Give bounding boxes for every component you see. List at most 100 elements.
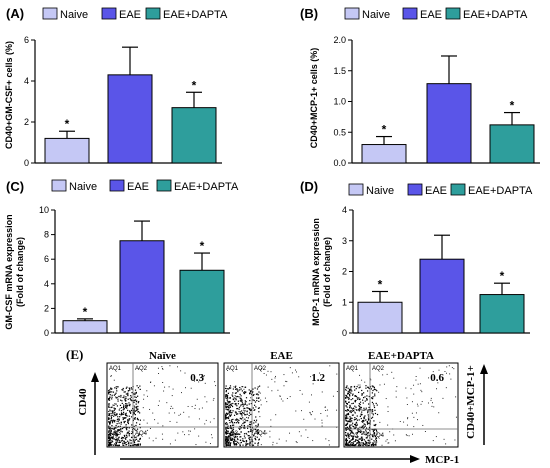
panel-b-label: (B) — [300, 6, 318, 21]
bar-eae-dapta — [179, 269, 225, 334]
legend-label-naive: Naive — [69, 181, 97, 193]
panel-c-plot: 0 2 4 6 8 10 * * — [39, 205, 230, 338]
bar-eae — [426, 83, 472, 164]
panel-a-y-label: CD40+GM-CSF+ cells (%) — [4, 41, 14, 149]
flow-plot-frame — [223, 362, 340, 448]
legend-swatch-naive — [344, 7, 360, 20]
panel-b: (B) Naive EAE EAE+DAPTA CD40+MCP-1+ cell… — [300, 6, 540, 168]
flow-y-axis-label: CD40 — [77, 388, 89, 415]
legend-label-eae: EAE — [420, 9, 442, 21]
y-tick-label: 1.0 — [333, 97, 346, 107]
panel-c-legend: Naive EAE EAE+DAPTA — [51, 179, 239, 193]
legend-swatch-eae — [109, 179, 125, 192]
flow-plot-1: Naïve AQ1 AQ2 AQ3 AQ4 0.3 — [106, 350, 219, 448]
quadrant-label-aq4: AQ4 — [372, 433, 385, 439]
y-tick-label: 4 — [24, 76, 29, 86]
panel-b-plot: 0.0 0.5 1.0 1.5 2.0 * * — [333, 35, 540, 168]
flow-plot-frame — [343, 362, 459, 448]
significance-marker: * — [65, 117, 70, 131]
flow-dot-cloud — [345, 365, 457, 447]
panel-c: (C) Naive EAE EAE+DAPTA GM-CSF mRNA expr… — [4, 179, 239, 338]
flow-right-label: CD40+MCP-1+ — [465, 365, 477, 439]
bar-naive — [357, 301, 403, 334]
y-tick-label: 0.5 — [333, 127, 346, 137]
flow-plot-title: EAE+DAPTA — [368, 350, 434, 362]
significance-marker: * — [378, 277, 383, 291]
quadrant-label-aq3: AQ3 — [346, 433, 359, 439]
legend-swatch-eae — [402, 7, 418, 20]
legend-label-eae-dapta: EAE+DAPTA — [174, 181, 239, 193]
y-tick-label: 3 — [342, 236, 347, 246]
quadrant-label-aq3: AQ3 — [226, 431, 239, 437]
quadrant-label-aq2: AQ2 — [254, 366, 267, 372]
legend-label-eae-dapta: EAE+DAPTA — [468, 185, 533, 197]
legend-label-eae: EAE — [425, 185, 447, 197]
panel-b-y-label: CD40+MCP-1+ cells (%) — [309, 48, 319, 149]
flow-x-axis-label: MCP-1 — [425, 454, 459, 466]
panel-a: (A) Naive EAE EAE+DAPTA CD40+GM-CSF+ cel… — [4, 6, 228, 168]
legend-swatch-eae-dapta — [450, 183, 466, 196]
y-tick-label: 2 — [342, 267, 347, 277]
panel-a-plot: 0 2 4 6 * * — [24, 35, 222, 168]
panel-e: (E) CD40 MCP-1 CD40+MCP-1+ Naïve AQ1 AQ2 AQ… — [66, 347, 488, 466]
significance-marker: * — [500, 269, 505, 283]
flow-plot-value: 0.3 — [190, 372, 204, 384]
panel-d-y-label-2: (Fold of change) — [322, 237, 332, 307]
y-tick-label: 10 — [39, 205, 49, 215]
legend-swatch-eae-dapta — [145, 7, 161, 20]
panel-d-plot: 0 1 2 3 4 * * — [342, 205, 530, 338]
bar-naive — [361, 144, 407, 164]
panel-d: (D) Naive EAE EAE+DAPTA MCP-1 mRNA expre… — [300, 179, 533, 338]
flow-plot-3: EAE+DAPTA AQ1 AQ2 AQ3 AQ4 0.6 — [343, 350, 459, 448]
bar-eae — [419, 258, 465, 334]
flow-plot-title: EAE — [270, 350, 293, 362]
y-tick-label: 2 — [44, 303, 49, 313]
legend-swatch-naive — [42, 7, 58, 20]
y-tick-label: 2.0 — [333, 35, 346, 45]
flow-right-arrowhead-icon — [480, 364, 488, 374]
y-tick-label: 8 — [44, 230, 49, 240]
quadrant-label-aq2: AQ2 — [372, 366, 385, 372]
panel-c-y-label-2: (Fold of change) — [15, 237, 25, 307]
flow-plot-2: EAE AQ1 AQ2 AQ3 AQ4 1.2 — [223, 350, 340, 448]
legend-swatch-eae-dapta — [156, 179, 172, 192]
legend-swatch-eae — [407, 183, 423, 196]
bar-naive — [62, 320, 108, 334]
y-tick-label: 0 — [342, 328, 347, 338]
bar-naive — [44, 137, 90, 164]
significance-marker: * — [200, 239, 205, 253]
bar-eae-dapta — [489, 124, 535, 164]
flow-plot-value: 0.6 — [430, 372, 444, 384]
panel-c-y-label: GM-CSF mRNA expression — [4, 214, 14, 329]
significance-marker: * — [510, 99, 515, 113]
panel-b-legend: Naive EAE EAE+DAPTA — [344, 7, 528, 21]
bar-eae-dapta — [171, 107, 217, 164]
flow-x-arrowhead-icon — [410, 455, 420, 463]
quadrant-label-aq1: AQ1 — [226, 366, 239, 372]
legend-label-naive: Naive — [362, 9, 390, 21]
legend-swatch-naive — [51, 179, 67, 192]
y-tick-label: 4 — [342, 205, 347, 215]
y-tick-label: 1 — [342, 297, 347, 307]
y-tick-label: 2 — [24, 117, 29, 127]
legend-label-eae-dapta: EAE+DAPTA — [163, 9, 228, 21]
flow-plot-value: 1.2 — [311, 372, 325, 384]
quadrant-label-aq2: AQ2 — [135, 366, 148, 372]
significance-marker: * — [83, 305, 88, 319]
bar-eae — [107, 74, 153, 164]
significance-marker: * — [192, 78, 197, 92]
y-tick-label: 6 — [44, 254, 49, 264]
flow-y-arrowhead-icon — [91, 372, 99, 382]
flow-dot-cloud — [225, 365, 338, 447]
y-tick-label: 0.0 — [333, 158, 346, 168]
legend-label-eae: EAE — [119, 9, 141, 21]
panel-e-label: (E) — [66, 347, 83, 362]
y-tick-label: 4 — [44, 279, 49, 289]
quadrant-label-aq4: AQ4 — [135, 431, 148, 437]
panel-d-y-label: MCP-1 mRNA expression — [311, 218, 321, 326]
y-tick-label: 6 — [24, 35, 29, 45]
panel-c-label: (C) — [6, 179, 24, 194]
y-tick-label: 0 — [24, 158, 29, 168]
